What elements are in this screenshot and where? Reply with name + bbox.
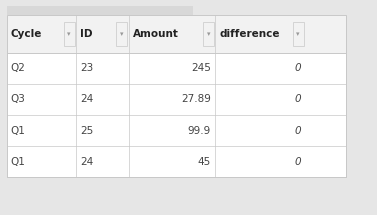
Bar [63,22,75,46]
Bar [7,53,346,84]
Text: Q1: Q1 [11,126,25,136]
Bar [203,22,214,46]
Bar [7,6,193,15]
Bar [7,146,346,177]
Text: 45: 45 [198,157,211,167]
Text: Q3: Q3 [11,94,25,104]
Bar [293,22,304,46]
Text: 23: 23 [80,63,93,73]
Text: Cycle: Cycle [11,29,42,39]
Text: Q1: Q1 [11,157,25,167]
Text: 245: 245 [191,63,211,73]
Text: 24: 24 [80,94,93,104]
Text: ID: ID [80,29,93,39]
Text: ▾: ▾ [67,31,71,37]
Text: 27.89: 27.89 [181,94,211,104]
Bar [7,15,346,53]
Text: Q2: Q2 [11,63,25,73]
Text: 0: 0 [294,63,301,73]
Text: 25: 25 [80,126,93,136]
Text: difference: difference [219,29,280,39]
Bar [7,115,346,146]
Text: 0: 0 [294,157,301,167]
Text: 0: 0 [294,126,301,136]
Text: ▾: ▾ [296,31,300,37]
Text: Amount: Amount [133,29,179,39]
Text: ▾: ▾ [120,31,124,37]
Text: 99.9: 99.9 [188,126,211,136]
Bar [7,84,346,115]
Text: 0: 0 [294,94,301,104]
Bar [116,22,127,46]
Text: ▾: ▾ [207,31,210,37]
Text: 24: 24 [80,157,93,167]
Bar [7,15,346,177]
